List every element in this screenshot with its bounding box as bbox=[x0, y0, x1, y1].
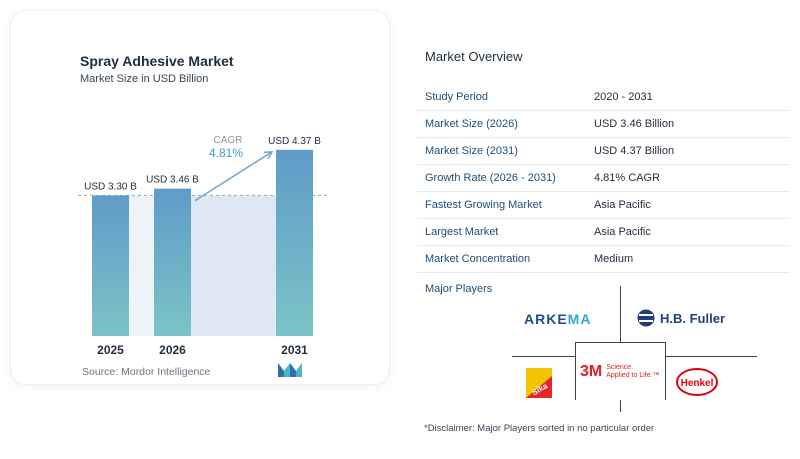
hb-fuller-text: H.B. Fuller bbox=[660, 310, 726, 326]
divider bbox=[665, 356, 757, 357]
row-key: Fastest Growing Market bbox=[425, 199, 542, 211]
overview-row: Market Size (2026) USD 3.46 Billion bbox=[417, 111, 790, 138]
divider bbox=[620, 286, 621, 342]
row-key: Market Size (2031) bbox=[425, 145, 518, 157]
overview-table: Study Period 2020 - 2031 Market Size (202… bbox=[417, 84, 790, 273]
3m-tagline-line2: Applied to Life.™ bbox=[606, 372, 660, 379]
overview-row: Growth Rate (2026 - 2031) 4.81% CAGR bbox=[417, 165, 790, 192]
row-key: Growth Rate (2026 - 2031) bbox=[425, 172, 556, 184]
chart-title: Spray Adhesive Market bbox=[80, 53, 234, 69]
market-overview-title: Market Overview bbox=[425, 49, 523, 64]
arkema-text: ARKE bbox=[524, 311, 568, 327]
category-label: 2025 bbox=[97, 343, 124, 357]
bar-chart: USD 3.30 B 2025 USD 3.46 B 2026 USD 4.37 B 20… bbox=[78, 135, 330, 357]
bar-2031 bbox=[276, 149, 313, 336]
cagr-label: CAGR bbox=[214, 135, 243, 146]
sika-logo: Sika bbox=[526, 368, 552, 398]
value-label: USD 4.37 B bbox=[268, 136, 321, 147]
overview-row: Largest Market Asia Pacific bbox=[417, 219, 790, 246]
source-label: Source: Mordor Intelligence bbox=[82, 366, 211, 378]
row-value: Medium bbox=[594, 253, 634, 265]
major-players-title: Major Players bbox=[425, 283, 493, 295]
hb-fuller-logo: H.B. Fuller bbox=[637, 309, 725, 327]
overview-row: Study Period 2020 - 2031 bbox=[417, 84, 790, 111]
arkema-text-accent: MA bbox=[567, 311, 592, 327]
overview-row: Market Size (2031) USD 4.37 Billion bbox=[417, 138, 790, 165]
row-value: USD 4.37 Billion bbox=[594, 145, 675, 157]
arkema-logo: ARKEMA bbox=[524, 311, 591, 327]
overview-row: Market Concentration Medium bbox=[417, 246, 790, 273]
cagr-arrow bbox=[194, 151, 273, 202]
gap-band bbox=[129, 195, 154, 336]
disclaimer: *Disclaimer: Major Players sorted in no … bbox=[424, 423, 655, 434]
divider bbox=[575, 342, 576, 400]
3m-tagline-line1: Science. bbox=[606, 364, 634, 371]
row-key: Largest Market bbox=[425, 226, 499, 238]
henkel-text: Henkel bbox=[681, 378, 714, 389]
row-value: 4.81% CAGR bbox=[594, 172, 661, 184]
value-label: USD 3.30 B bbox=[84, 181, 137, 192]
mordor-logo-icon bbox=[278, 363, 302, 377]
row-value: USD 3.46 Billion bbox=[594, 118, 675, 130]
cagr-value: 4.81% bbox=[209, 146, 243, 160]
projection-band bbox=[191, 195, 276, 336]
overview-row: Fastest Growing Market Asia Pacific bbox=[417, 192, 790, 219]
hb-fuller-emblem-icon bbox=[637, 309, 655, 327]
category-label: 2026 bbox=[159, 343, 186, 357]
3m-logo: 3M Science. Applied to Life.™ bbox=[580, 363, 660, 381]
row-key: Market Size (2026) bbox=[425, 118, 518, 130]
category-label: 2031 bbox=[281, 343, 308, 357]
cagr-arrow-head bbox=[263, 151, 274, 160]
henkel-logo: Henkel bbox=[676, 368, 718, 396]
divider bbox=[665, 342, 666, 400]
row-value: Asia Pacific bbox=[594, 199, 651, 211]
value-label: USD 3.46 B bbox=[146, 175, 199, 186]
bar-2026 bbox=[154, 188, 191, 336]
chart-subtitle: Market Size in USD Billion bbox=[80, 73, 209, 85]
divider bbox=[620, 400, 621, 412]
row-value: 2020 - 2031 bbox=[594, 91, 653, 103]
row-value: Asia Pacific bbox=[594, 226, 651, 238]
bar-2025 bbox=[92, 195, 129, 336]
divider bbox=[575, 342, 665, 343]
row-key: Market Concentration bbox=[425, 253, 531, 265]
divider bbox=[512, 356, 575, 357]
3m-tagline: Science. Applied to Life.™ bbox=[606, 364, 659, 380]
row-key: Study Period bbox=[425, 91, 488, 103]
3m-mark: 3M bbox=[580, 363, 603, 380]
